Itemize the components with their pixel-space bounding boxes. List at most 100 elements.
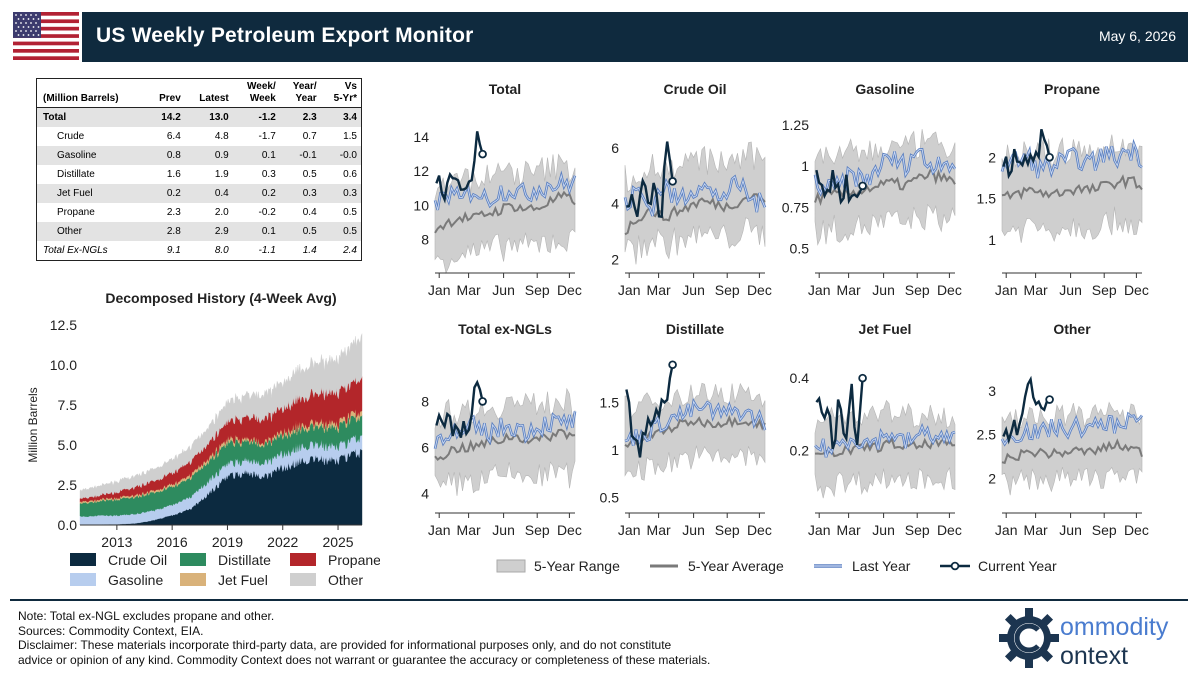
cell-latest: 13.0 — [184, 107, 233, 127]
x-tick-label: Jan — [808, 522, 831, 538]
cell-week-week: -1.1 — [258, 245, 276, 256]
legend-label: 5-Year Range — [534, 558, 620, 574]
y-tick-label: 0.75 — [782, 199, 809, 215]
legend-label: Jet Fuel — [218, 572, 268, 588]
panel-title: Total — [489, 81, 521, 97]
last-year-line-inner — [814, 425, 956, 458]
panel-title: Jet Fuel — [859, 321, 912, 337]
x-tick-label: Jun — [682, 522, 705, 538]
cell-vs-5yr: 0.5 — [343, 207, 357, 218]
table-row: Other 2.8 2.9 0.1 0.5 0.5 — [36, 222, 362, 241]
x-tick-label: Jun — [1059, 522, 1082, 538]
panel-title: Distillate — [666, 321, 725, 337]
current-year-line — [815, 378, 864, 450]
last-year-line-inner — [434, 173, 576, 211]
range-swatch-icon — [496, 559, 526, 573]
y-tick-label: 0.5 — [790, 241, 810, 257]
x-tick-label: Jun — [682, 282, 705, 298]
y-tick-label: 4 — [421, 485, 429, 501]
footer-divider — [10, 599, 1188, 601]
row-label: Total — [36, 107, 147, 127]
x-tick-label: Mar — [837, 522, 861, 538]
panel-title: Other — [1053, 321, 1091, 337]
current-year-marker — [478, 149, 487, 159]
cell-prev: 2.8 — [146, 222, 185, 241]
table-row: Jet Fuel 0.2 0.4 0.2 0.3 0.3 — [36, 184, 362, 203]
sources-text: Sources: Commodity Context, EIA. — [18, 623, 204, 638]
panel-jet-fuel: Jet Fuel 0.2 0.4 Jan Mar Jun Sep Dec — [790, 321, 962, 538]
cell-week-week: -1.7 — [258, 131, 276, 142]
table-row: Distillate 1.6 1.9 0.3 0.5 0.6 — [37, 165, 362, 184]
table-row: Crude 6.4 4.8 -1.7 0.7 1.5 — [37, 127, 362, 146]
table-row: Total Ex-NGLs 9.1 8.0 -1.1 1.4 2.4 — [37, 241, 362, 261]
legend-label: 5-Year Average — [688, 558, 784, 574]
current-year-line — [625, 364, 674, 458]
x-tick-label: Jan — [428, 522, 451, 538]
five-year-range-band — [1001, 134, 1143, 243]
cell-latest: 2.9 — [184, 222, 233, 241]
five-year-average-line — [624, 414, 766, 448]
disclaimer-text: Disclaimer: These materials incorporate … — [18, 638, 672, 652]
y-tick-label: 2 — [988, 149, 996, 165]
y-tick-label: 2.5 — [977, 427, 997, 443]
x-tick-label: Jan — [428, 282, 451, 298]
column-header: Prev — [146, 78, 185, 108]
x-tick-label: Sep — [715, 282, 740, 298]
legend-swatch — [180, 573, 206, 586]
current-year-marker — [1045, 152, 1054, 162]
row-label: Total Ex-NGLs — [43, 245, 108, 256]
panel-title: Propane — [1044, 81, 1100, 97]
y-tick-label: 10 — [413, 197, 429, 213]
x-tick-label: Jan — [808, 282, 831, 298]
panel-propane: Propane 1 1.5 2 Jan Mar Jun Sep Dec — [977, 81, 1149, 298]
panel-total-ex-ngls: Total ex-NGLs 4 6 8 Jan Mar Jun Sep Dec — [421, 321, 582, 538]
logo-text-commodity: ommodity — [1060, 613, 1169, 641]
commodity-context-logo: ommodity ontext — [999, 608, 1169, 670]
cell-prev: 2.3 — [166, 207, 181, 218]
legend-swatch — [290, 573, 316, 586]
y-tick-label: 1.25 — [782, 117, 809, 133]
cell-week-week: 0.2 — [232, 184, 280, 203]
x-tick-label: Sep — [525, 282, 550, 298]
row-label: Other — [36, 222, 147, 241]
y-tick-label: 7.5 — [58, 397, 78, 413]
legend-label: Distillate — [218, 552, 271, 568]
column-header: Vs 5-Yr* — [320, 78, 362, 108]
x-tick-label: Dec — [937, 282, 962, 298]
row-label: Jet Fuel — [36, 184, 147, 203]
y-tick-label: 1 — [611, 442, 619, 458]
cell-prev: 9.1 — [166, 245, 181, 256]
x-tick-label: Sep — [1092, 522, 1117, 538]
five-year-average-line — [1001, 174, 1143, 201]
current-year-line-icon — [940, 561, 970, 571]
legend-average: 5-Year Average — [648, 558, 784, 574]
five-year-range-band — [434, 153, 576, 275]
cell-latest: 1.9 — [214, 169, 229, 180]
y-tick-label: 5.0 — [58, 437, 78, 453]
cell-latest: 0.4 — [184, 184, 233, 203]
panel-total: Total 8 10 12 14 Jan Mar Jun Sep Dec — [413, 81, 581, 298]
cell-year-year: 0.7 — [302, 131, 317, 142]
cell-prev: 14.2 — [146, 107, 185, 127]
cell-prev: 0.8 — [146, 146, 185, 165]
chart-title: Decomposed History (4-Week Avg) — [105, 290, 336, 306]
y-tick-label: 0.2 — [790, 443, 810, 459]
cell-prev: 1.6 — [166, 169, 181, 180]
x-tick-label: Jun — [492, 282, 515, 298]
y-axis-label: Million Barrels — [26, 387, 40, 462]
current-year-line — [435, 131, 484, 204]
row-label: Distillate — [57, 169, 95, 180]
legend-swatch — [70, 573, 96, 586]
cell-vs-5yr: 3.4 — [320, 107, 362, 127]
cell-week-week: -0.2 — [258, 207, 276, 218]
cell-week-week: 0.1 — [232, 222, 280, 241]
y-tick-label: 0.5 — [600, 489, 620, 505]
cell-year-year: 0.5 — [279, 222, 321, 241]
x-tick-label: 2022 — [267, 534, 298, 550]
legend-swatch — [180, 553, 206, 566]
summary-table: (Million Barrels) Prev Latest Week/Week … — [36, 78, 362, 261]
cell-year-year: 1.4 — [302, 245, 317, 256]
report-date: May 6, 2026 — [1098, 28, 1176, 44]
y-tick-label: 0.0 — [58, 517, 78, 533]
